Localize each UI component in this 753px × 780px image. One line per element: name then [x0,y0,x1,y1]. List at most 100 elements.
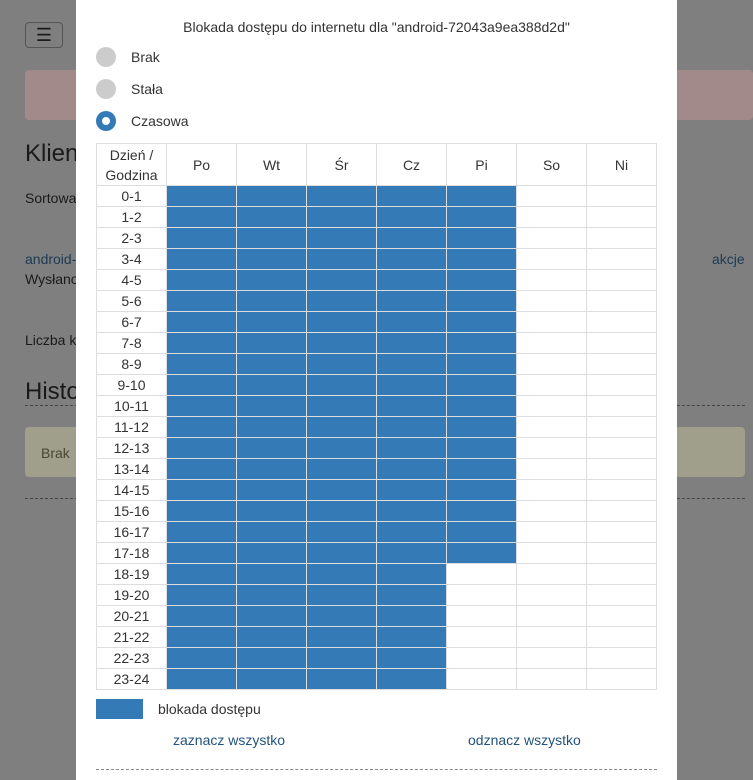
schedule-cell[interactable] [166,374,237,396]
schedule-cell[interactable] [376,353,447,375]
schedule-cell[interactable] [306,374,377,396]
schedule-cell[interactable] [236,248,307,270]
schedule-cell[interactable] [376,269,447,291]
schedule-cell[interactable] [446,458,517,480]
schedule-cell[interactable] [586,605,657,627]
schedule-cell[interactable] [236,500,307,522]
schedule-cell[interactable] [516,605,587,627]
schedule-cell[interactable] [586,563,657,585]
schedule-cell[interactable] [166,353,237,375]
schedule-cell[interactable] [376,626,447,648]
schedule-cell[interactable] [446,374,517,396]
schedule-cell[interactable] [586,416,657,438]
schedule-cell[interactable] [516,416,587,438]
schedule-cell[interactable] [376,458,447,480]
schedule-cell[interactable] [166,668,237,690]
schedule-cell[interactable] [376,185,447,207]
schedule-cell[interactable] [586,437,657,459]
schedule-cell[interactable] [516,290,587,312]
schedule-cell[interactable] [166,626,237,648]
schedule-cell[interactable] [516,521,587,543]
select-all-link[interactable]: zaznacz wszystko [173,732,286,748]
schedule-cell[interactable] [306,290,377,312]
schedule-cell[interactable] [446,437,517,459]
schedule-cell[interactable] [236,458,307,480]
schedule-cell[interactable] [516,479,587,501]
schedule-cell[interactable] [166,605,237,627]
schedule-cell[interactable] [376,227,447,249]
schedule-cell[interactable] [446,542,517,564]
schedule-cell[interactable] [516,269,587,291]
schedule-cell[interactable] [166,437,237,459]
schedule-cell[interactable] [376,332,447,354]
schedule-cell[interactable] [376,500,447,522]
schedule-cell[interactable] [516,584,587,606]
schedule-cell[interactable] [516,668,587,690]
schedule-cell[interactable] [306,479,377,501]
schedule-cell[interactable] [446,479,517,501]
schedule-cell[interactable] [306,206,377,228]
schedule-cell[interactable] [166,269,237,291]
schedule-cell[interactable] [306,521,377,543]
schedule-cell[interactable] [586,185,657,207]
schedule-cell[interactable] [236,437,307,459]
schedule-cell[interactable] [586,227,657,249]
schedule-cell[interactable] [236,521,307,543]
schedule-cell[interactable] [376,584,447,606]
schedule-cell[interactable] [446,332,517,354]
schedule-cell[interactable] [446,227,517,249]
schedule-cell[interactable] [516,563,587,585]
schedule-cell[interactable] [516,437,587,459]
schedule-cell[interactable] [306,227,377,249]
schedule-cell[interactable] [446,584,517,606]
schedule-cell[interactable] [516,185,587,207]
schedule-cell[interactable] [166,248,237,270]
schedule-cell[interactable] [376,395,447,417]
schedule-cell[interactable] [446,311,517,333]
schedule-cell[interactable] [306,626,377,648]
schedule-cell[interactable] [236,626,307,648]
schedule-cell[interactable] [306,647,377,669]
schedule-cell[interactable] [166,584,237,606]
schedule-cell[interactable] [236,332,307,354]
schedule-cell[interactable] [166,395,237,417]
schedule-cell[interactable] [516,374,587,396]
schedule-cell[interactable] [446,605,517,627]
schedule-cell[interactable] [306,269,377,291]
schedule-cell[interactable] [446,668,517,690]
schedule-cell[interactable] [446,626,517,648]
schedule-cell[interactable] [166,185,237,207]
schedule-cell[interactable] [376,479,447,501]
schedule-cell[interactable] [376,647,447,669]
schedule-cell[interactable] [306,185,377,207]
schedule-cell[interactable] [236,395,307,417]
schedule-cell[interactable] [166,458,237,480]
schedule-cell[interactable] [166,500,237,522]
schedule-cell[interactable] [586,311,657,333]
schedule-cell[interactable] [306,542,377,564]
schedule-cell[interactable] [516,395,587,417]
link[interactable]: android- [25,251,77,267]
radio[interactable] [96,111,116,131]
schedule-cell[interactable] [446,206,517,228]
schedule-cell[interactable] [376,542,447,564]
schedule-cell[interactable] [446,290,517,312]
schedule-cell[interactable] [586,500,657,522]
schedule-cell[interactable] [586,332,657,354]
schedule-cell[interactable] [586,584,657,606]
schedule-cell[interactable] [376,290,447,312]
schedule-cell[interactable] [516,626,587,648]
schedule-cell[interactable] [306,332,377,354]
schedule-cell[interactable] [516,647,587,669]
schedule-cell[interactable] [236,647,307,669]
schedule-cell[interactable] [516,542,587,564]
schedule-cell[interactable] [236,416,307,438]
schedule-cell[interactable] [446,395,517,417]
schedule-cell[interactable] [446,521,517,543]
schedule-cell[interactable] [236,542,307,564]
schedule-cell[interactable] [376,668,447,690]
schedule-cell[interactable] [586,479,657,501]
schedule-cell[interactable] [166,521,237,543]
schedule-cell[interactable] [166,542,237,564]
schedule-cell[interactable] [236,185,307,207]
